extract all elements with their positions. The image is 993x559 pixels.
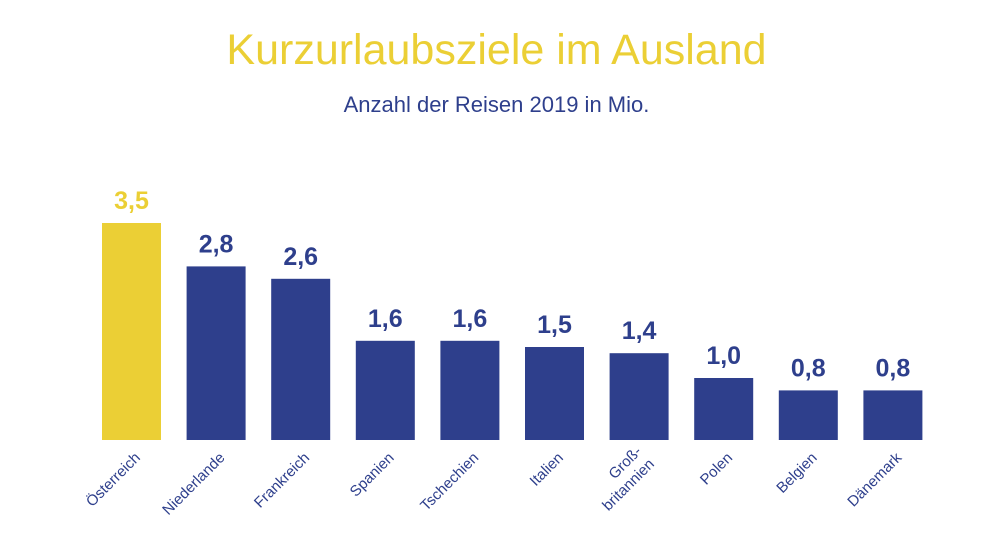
category-label-2: Frankreich xyxy=(251,449,313,511)
value-label-6: 1,4 xyxy=(622,317,657,345)
category-label-3: Spanien xyxy=(347,449,398,500)
category-label-5: Italien xyxy=(527,449,567,489)
value-label-0: 3,5 xyxy=(114,187,149,215)
bar-9 xyxy=(863,390,923,440)
category-label-6: Groß-britannien xyxy=(586,443,657,514)
value-label-1: 2,8 xyxy=(199,230,234,258)
value-label-8: 0,8 xyxy=(791,354,826,382)
value-label-3: 1,6 xyxy=(368,305,403,333)
category-label-7: Polen xyxy=(697,449,736,488)
value-label-5: 1,5 xyxy=(537,311,572,339)
bar-4 xyxy=(440,340,500,440)
value-label-9: 0,8 xyxy=(876,354,911,382)
chart-subtitle: Anzahl der Reisen 2019 in Mio. xyxy=(343,92,650,117)
category-labels-layer: Österreich Niederlande Frankreich Spanien Ts… xyxy=(82,443,905,519)
bar-2 xyxy=(271,278,331,440)
bar-7 xyxy=(694,378,754,440)
bar-3 xyxy=(355,340,415,440)
chart-title: Kurzurlaubsziele im Ausland xyxy=(226,26,767,74)
value-label-4: 1,6 xyxy=(453,305,488,333)
category-label-4: Tschechien xyxy=(417,449,482,514)
bar-8 xyxy=(778,390,838,440)
category-label-9: Dänemark xyxy=(844,449,905,510)
category-label-8: Belgien xyxy=(773,449,820,496)
category-label-0: Österreich xyxy=(82,449,144,511)
value-label-7: 1,0 xyxy=(706,342,741,370)
value-label-2: 2,6 xyxy=(283,243,318,271)
bar-1 xyxy=(186,266,246,440)
value-labels-layer: 3,5 2,8 2,6 1,6 1,6 1,5 1,4 1,0 0,8 0,8 xyxy=(114,187,910,382)
category-label-1: Niederlande xyxy=(159,449,228,518)
bar-6 xyxy=(609,353,669,440)
bar-0 xyxy=(102,223,161,440)
bar-5 xyxy=(525,347,584,440)
bars-layer xyxy=(102,223,923,440)
